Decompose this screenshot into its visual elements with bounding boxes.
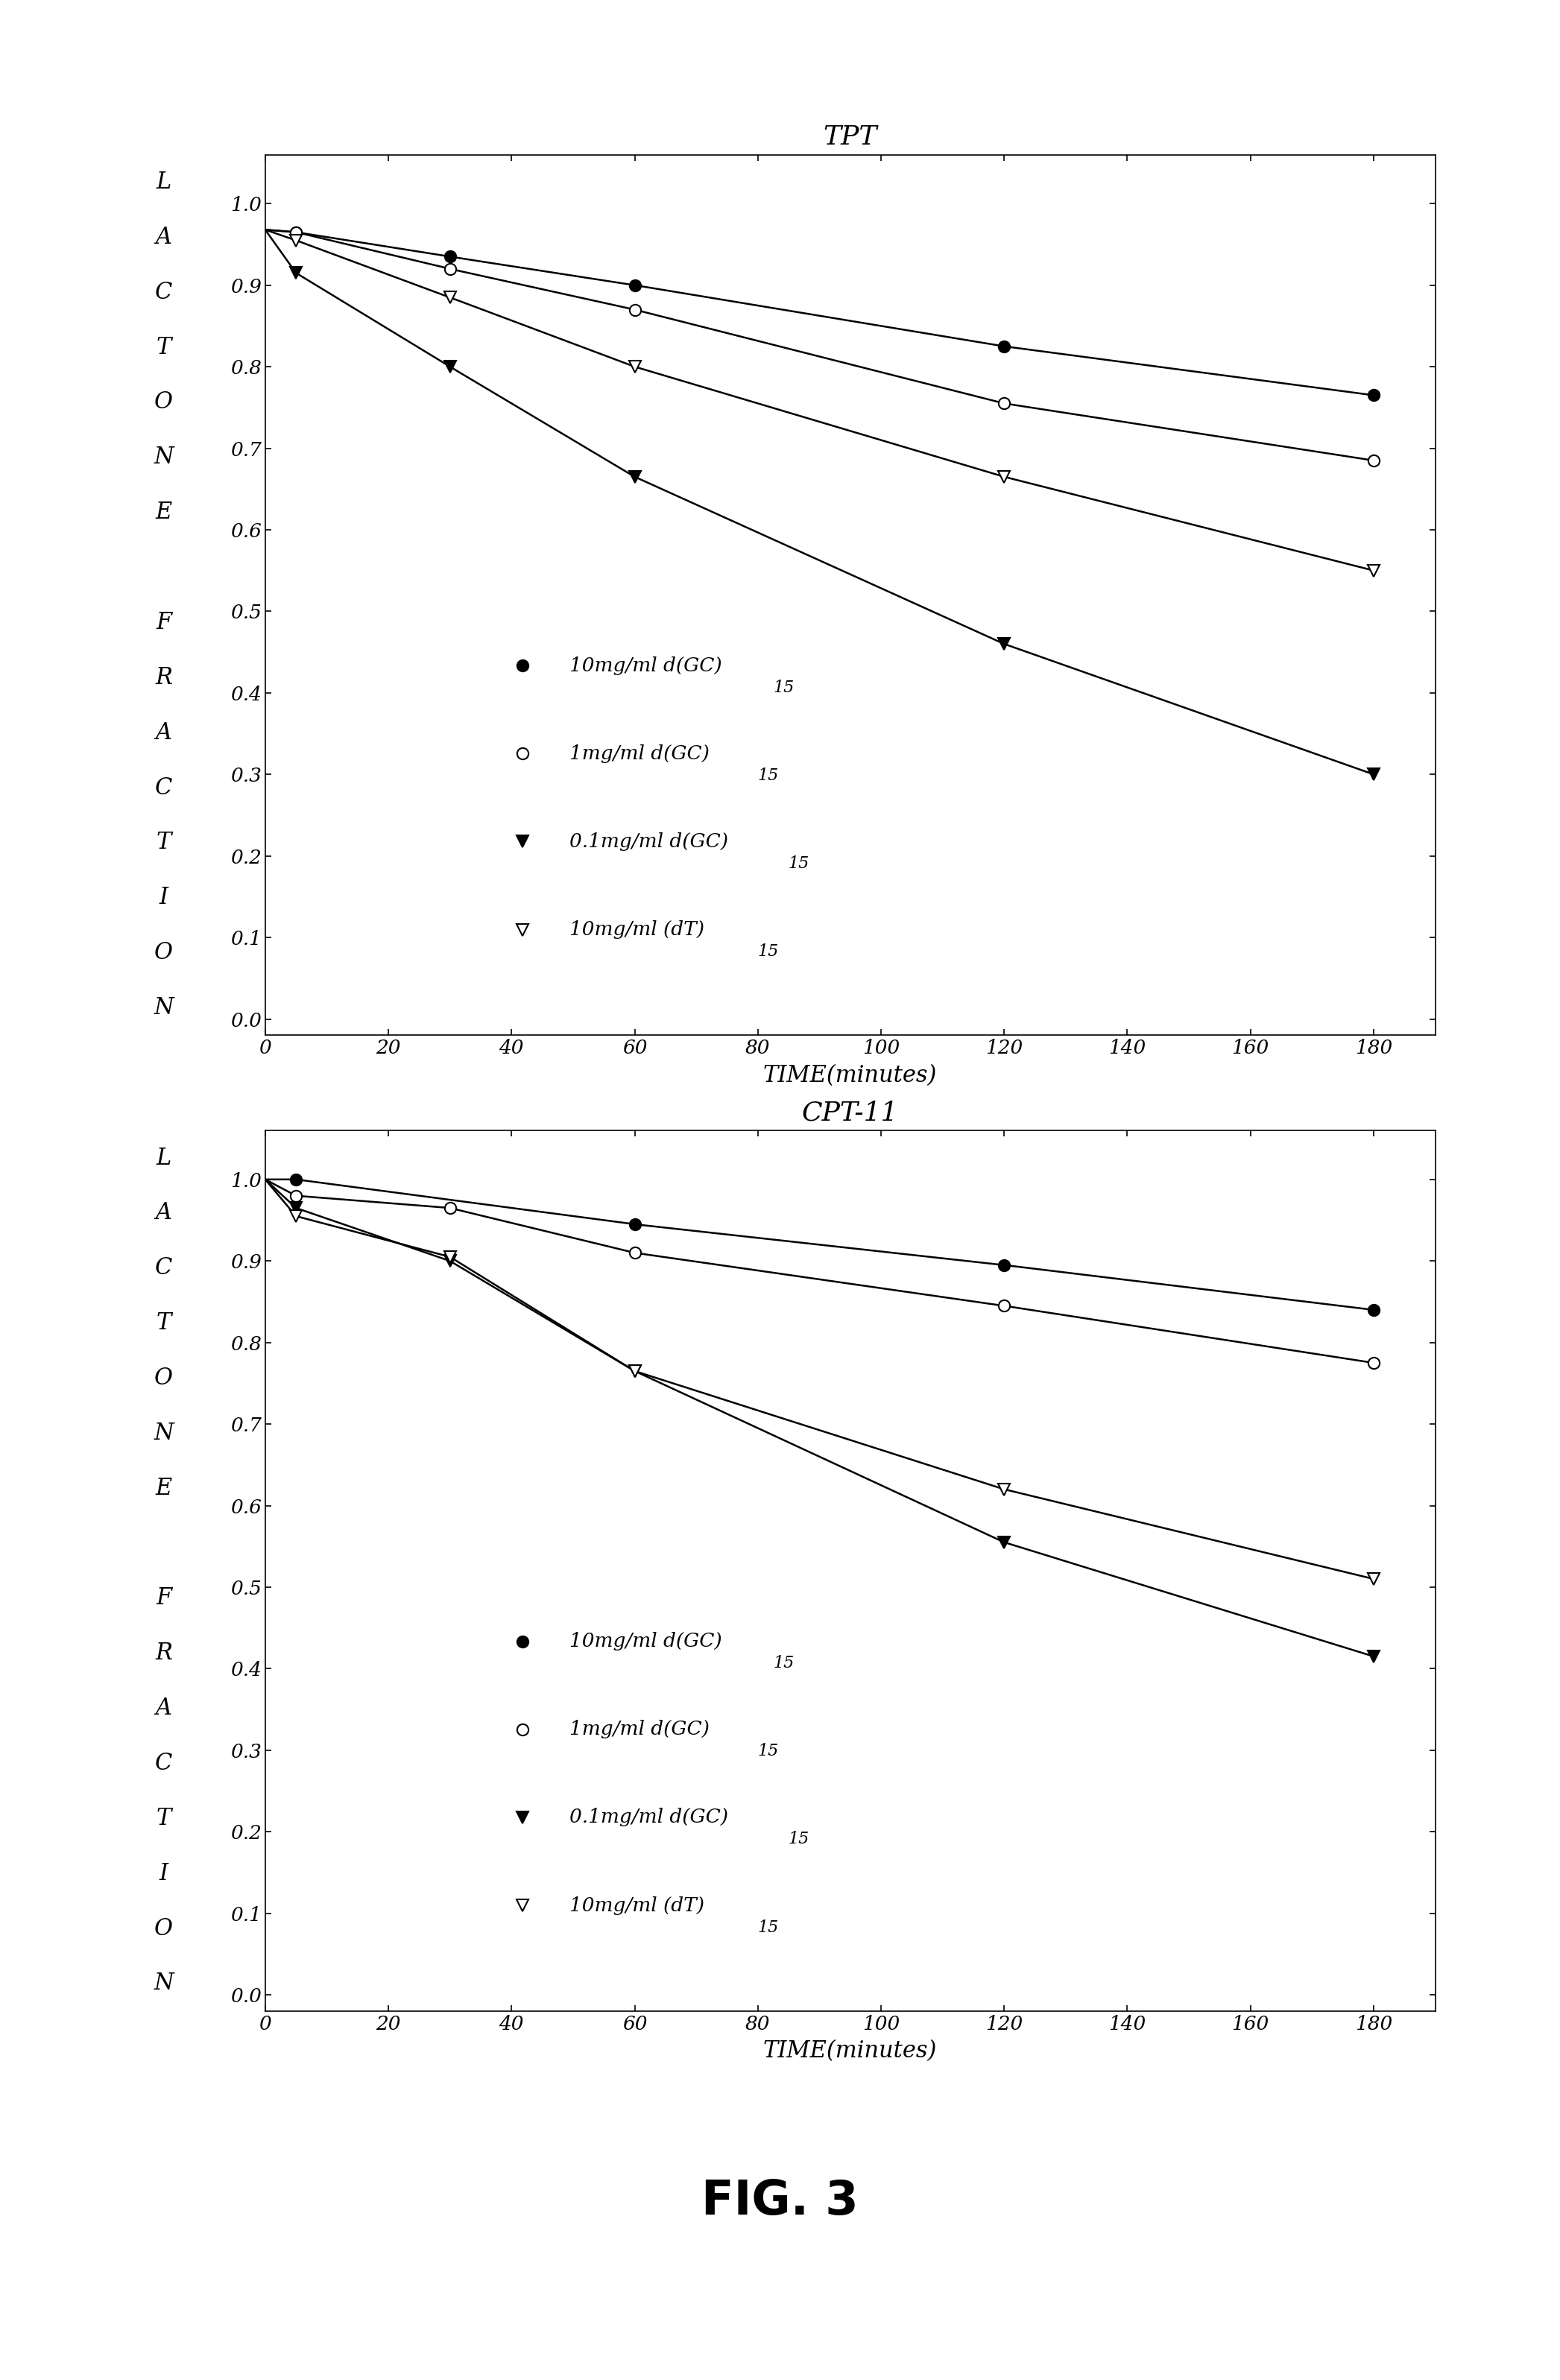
Text: F: F: [156, 612, 172, 633]
Text: T: T: [156, 831, 172, 854]
Title: TPT: TPT: [824, 124, 877, 150]
Text: 15: 15: [774, 678, 794, 695]
Text: I: I: [159, 1861, 168, 1885]
Text: C: C: [154, 281, 173, 305]
Text: 15: 15: [758, 942, 778, 959]
Text: T: T: [156, 1311, 172, 1335]
Text: R: R: [156, 1642, 172, 1666]
Text: N: N: [154, 1421, 173, 1445]
Text: 15: 15: [758, 766, 778, 783]
Text: O: O: [154, 1366, 173, 1390]
Text: 1mg/ml d(GC): 1mg/ml d(GC): [569, 1721, 710, 1740]
Text: 15: 15: [758, 1742, 778, 1759]
Text: 1mg/ml d(GC): 1mg/ml d(GC): [569, 745, 710, 764]
Title: CPT-11: CPT-11: [802, 1100, 899, 1126]
Text: N: N: [154, 1973, 173, 1994]
Text: L: L: [156, 171, 172, 193]
Text: N: N: [154, 445, 173, 469]
Text: 10mg/ml (dT): 10mg/ml (dT): [569, 1897, 704, 1916]
Text: 15: 15: [788, 1830, 810, 1847]
Text: 10mg/ml d(GC): 10mg/ml d(GC): [569, 1633, 722, 1652]
Text: FIG. 3: FIG. 3: [702, 2178, 858, 2225]
Text: N: N: [154, 997, 173, 1019]
Text: O: O: [154, 1916, 173, 1940]
Text: A: A: [156, 1697, 172, 1721]
Text: 0.1mg/ml d(GC): 0.1mg/ml d(GC): [569, 833, 729, 852]
Text: 10mg/ml d(GC): 10mg/ml d(GC): [569, 657, 722, 676]
Text: L: L: [156, 1147, 172, 1169]
Text: E: E: [156, 500, 172, 524]
X-axis label: TIME(minutes): TIME(minutes): [763, 2040, 938, 2063]
Text: C: C: [154, 776, 173, 800]
Text: R: R: [156, 666, 172, 690]
Text: I: I: [159, 885, 168, 909]
Text: O: O: [154, 390, 173, 414]
Text: 15: 15: [758, 1918, 778, 1935]
Text: A: A: [156, 721, 172, 745]
Text: 0.1mg/ml d(GC): 0.1mg/ml d(GC): [569, 1809, 729, 1828]
Text: C: C: [154, 1257, 173, 1280]
Text: A: A: [156, 226, 172, 250]
Text: C: C: [154, 1752, 173, 1775]
Text: A: A: [156, 1202, 172, 1226]
Text: O: O: [154, 940, 173, 964]
X-axis label: TIME(minutes): TIME(minutes): [763, 1064, 938, 1088]
Text: E: E: [156, 1476, 172, 1499]
Text: 15: 15: [774, 1654, 794, 1671]
Text: T: T: [156, 336, 172, 359]
Text: T: T: [156, 1806, 172, 1830]
Text: 15: 15: [788, 854, 810, 871]
Text: 10mg/ml (dT): 10mg/ml (dT): [569, 921, 704, 940]
Text: F: F: [156, 1587, 172, 1609]
